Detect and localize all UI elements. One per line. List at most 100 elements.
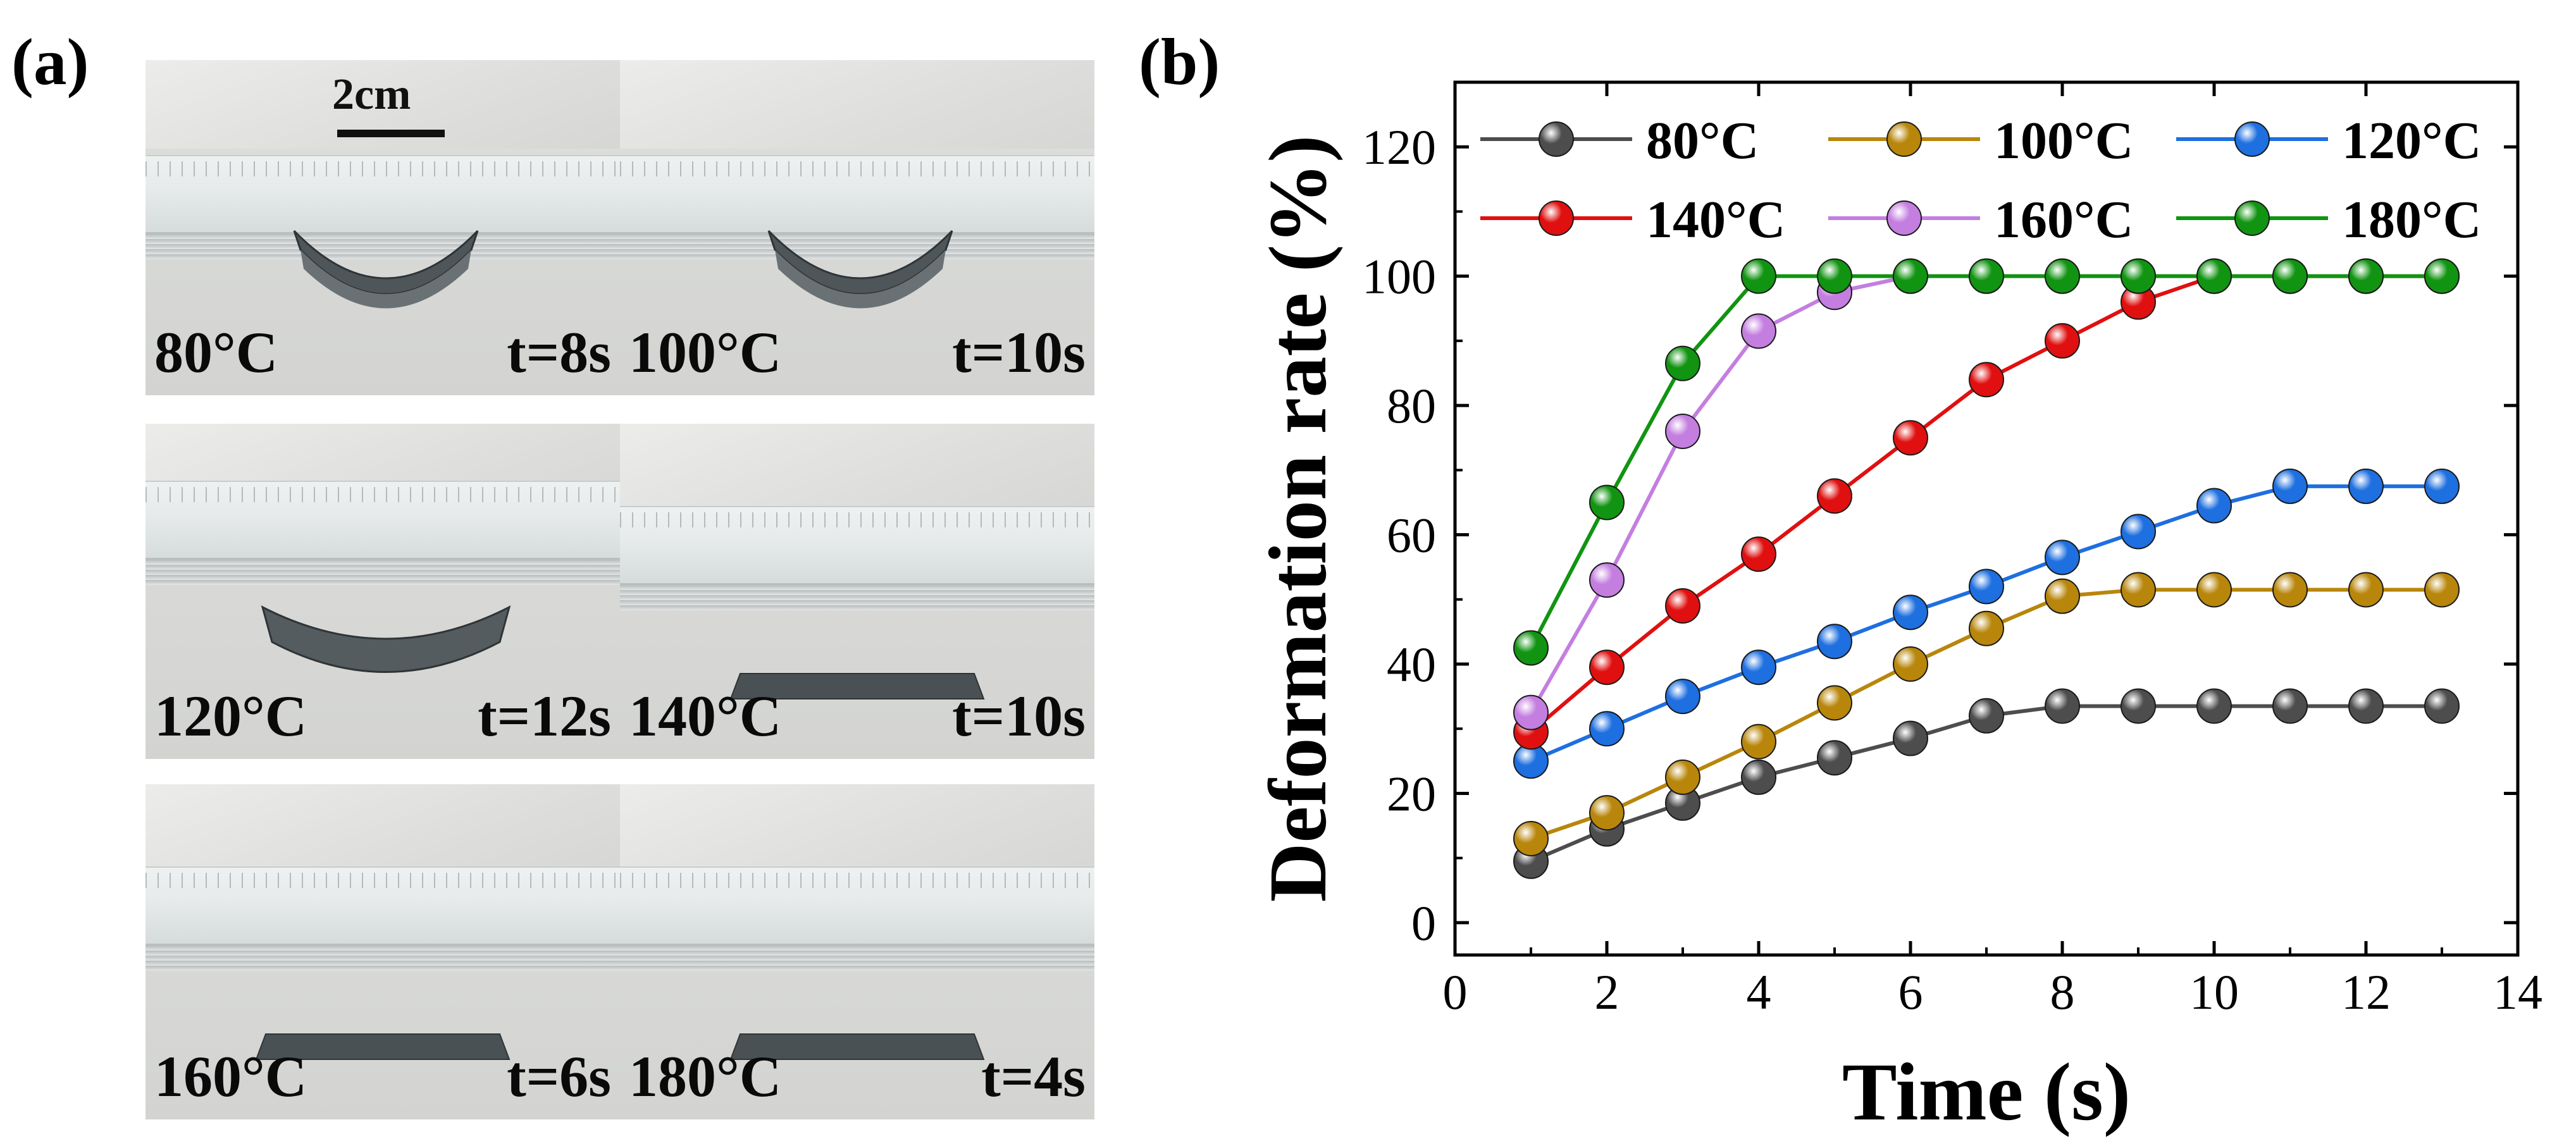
photo-background [620, 784, 1094, 873]
data-point [1893, 258, 1928, 294]
data-point [1969, 258, 2004, 294]
y-axis-label: Deformation rate (%) [1253, 135, 1344, 903]
photo-temperature: 120°C [154, 684, 307, 748]
data-point [1893, 420, 1928, 456]
y-tick-label: 20 [1387, 766, 1436, 821]
photo-background [146, 784, 620, 873]
data-point [1741, 759, 1776, 795]
scale-bar-label: 2cm [332, 70, 411, 119]
data-point [2348, 468, 2384, 504]
ruler-rail [620, 234, 1094, 259]
legend-label: 80°C [1646, 111, 1759, 170]
sample-film [261, 605, 511, 673]
data-point [2196, 258, 2232, 294]
data-point [2121, 514, 2156, 550]
ruler-rail [146, 234, 620, 259]
x-tick-label: 10 [2189, 964, 2239, 1020]
data-point [1589, 650, 1625, 686]
data-point [1741, 724, 1776, 760]
data-point [2272, 258, 2308, 294]
y-tick-label: 60 [1387, 508, 1436, 563]
y-tick-label: 0 [1411, 896, 1436, 951]
data-point [2045, 323, 2080, 359]
data-point [1513, 821, 1549, 856]
panel-label-a: (a) [11, 25, 89, 99]
photo-time: t=8s [507, 320, 611, 385]
sample-photo: 140°C t=10s [620, 424, 1094, 759]
y-tick-label: 120 [1362, 120, 1436, 175]
sample-film [729, 1033, 985, 1060]
x-tick-label: 2 [1595, 964, 1619, 1020]
photo-background [620, 424, 1094, 512]
ruler [146, 866, 620, 946]
photo-time: t=10s [952, 320, 1086, 385]
data-point [1969, 569, 2004, 605]
ruler [620, 866, 1094, 946]
data-point [1969, 610, 2004, 646]
sample-film [255, 1033, 511, 1060]
legend-marker [1539, 121, 1574, 157]
legend-marker [1886, 200, 1922, 236]
data-point [2121, 572, 2156, 608]
data-point [2272, 572, 2308, 608]
x-tick-label: 0 [1443, 964, 1468, 1020]
legend-label: 180°C [2342, 190, 2481, 249]
sample-photo: 120°C t=12s [146, 424, 620, 759]
scale-bar [337, 130, 445, 137]
data-point [2424, 468, 2460, 504]
photo-time: t=12s [478, 684, 611, 748]
data-point [1817, 740, 1852, 776]
data-point [2272, 688, 2308, 724]
panel-label-b: (b) [1139, 25, 1220, 99]
data-point [1589, 484, 1625, 521]
data-point [2045, 258, 2080, 294]
data-point [1969, 362, 2004, 398]
y-tick-label: 40 [1387, 637, 1436, 692]
data-point [2424, 688, 2460, 724]
data-point [2196, 488, 2232, 524]
data-point [1665, 345, 1700, 381]
x-tick-label: 6 [1898, 964, 1923, 1020]
legend-marker [2234, 200, 2270, 236]
ruler [146, 481, 620, 560]
photo-temperature: 80°C [154, 320, 278, 385]
legend-label: 140°C [1646, 190, 1785, 249]
data-point [1817, 624, 1852, 660]
x-tick-label: 8 [2050, 964, 2075, 1020]
sample-film [767, 230, 953, 309]
legend-label: 120°C [2342, 111, 2481, 170]
data-point [2045, 539, 2080, 576]
sample-photo: 80°C t=8s [146, 60, 620, 395]
photo-time: t=6s [507, 1044, 611, 1109]
data-point [1665, 588, 1700, 624]
ruler [146, 155, 620, 234]
data-point [2348, 572, 2384, 608]
x-tick-label: 4 [1747, 964, 1771, 1020]
data-point [1817, 685, 1852, 721]
y-tick-label: 100 [1362, 249, 1436, 304]
legend-label: 160°C [1994, 190, 2133, 249]
legend-marker [2234, 121, 2270, 157]
data-point [1817, 258, 1852, 294]
data-point [1741, 258, 1776, 294]
photo-time: t=10s [952, 684, 1086, 748]
data-point [1513, 630, 1549, 666]
data-point [2348, 258, 2384, 294]
data-point [2424, 258, 2460, 294]
data-point [1513, 694, 1549, 730]
data-point [1893, 595, 1928, 631]
series-line [1530, 274, 2442, 734]
ruler [620, 155, 1094, 234]
data-point [2196, 572, 2232, 608]
data-point [1589, 562, 1625, 598]
data-point [1665, 679, 1700, 715]
data-point [1741, 536, 1776, 572]
x-tick-label: 14 [2493, 964, 2542, 1020]
data-point [2121, 258, 2156, 294]
data-point [1665, 414, 1700, 449]
ruler-rail [146, 946, 620, 971]
sample-film [729, 673, 985, 699]
data-point [1665, 759, 1700, 795]
data-point [2045, 688, 2080, 724]
data-point [2045, 578, 2080, 614]
